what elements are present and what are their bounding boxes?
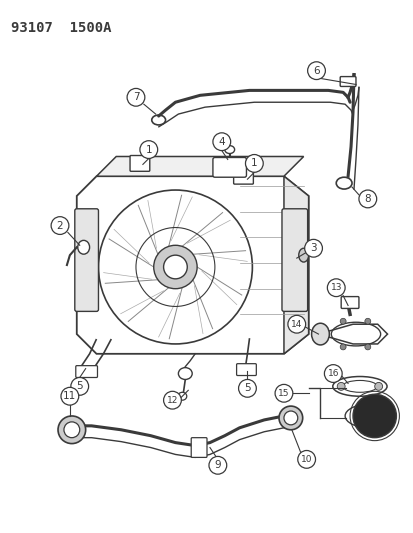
Circle shape [238, 379, 256, 397]
FancyBboxPatch shape [236, 364, 256, 376]
Circle shape [364, 318, 370, 324]
Text: 12: 12 [166, 395, 178, 405]
Circle shape [327, 279, 344, 296]
Ellipse shape [224, 146, 234, 154]
Text: 4: 4 [218, 136, 225, 147]
Polygon shape [76, 176, 308, 354]
Text: 93107  1500A: 93107 1500A [11, 21, 111, 35]
Circle shape [64, 422, 80, 438]
Circle shape [324, 365, 341, 382]
Text: 6: 6 [313, 66, 319, 76]
Circle shape [153, 245, 197, 289]
Circle shape [71, 377, 88, 395]
Text: 3: 3 [309, 243, 316, 253]
Polygon shape [318, 324, 387, 344]
Ellipse shape [78, 240, 89, 254]
Ellipse shape [342, 381, 376, 392]
Circle shape [297, 450, 315, 469]
Text: 15: 15 [278, 389, 289, 398]
Circle shape [287, 316, 305, 333]
Circle shape [278, 406, 302, 430]
Ellipse shape [178, 392, 186, 400]
Circle shape [352, 394, 396, 438]
FancyBboxPatch shape [233, 168, 253, 184]
Ellipse shape [152, 115, 165, 125]
Circle shape [209, 456, 226, 474]
FancyBboxPatch shape [340, 296, 358, 309]
FancyBboxPatch shape [76, 366, 97, 377]
Circle shape [51, 217, 69, 235]
Polygon shape [96, 157, 303, 176]
Ellipse shape [298, 248, 308, 262]
Text: 10: 10 [300, 455, 312, 464]
Text: 11: 11 [63, 391, 76, 401]
Ellipse shape [178, 368, 192, 379]
FancyBboxPatch shape [281, 209, 307, 311]
Circle shape [364, 344, 370, 350]
Text: 2: 2 [57, 221, 63, 231]
Circle shape [58, 416, 85, 443]
Ellipse shape [344, 404, 394, 428]
Polygon shape [283, 176, 308, 354]
Text: 5: 5 [76, 382, 83, 391]
FancyBboxPatch shape [130, 156, 150, 171]
Circle shape [127, 88, 145, 106]
Circle shape [283, 411, 297, 425]
Circle shape [212, 133, 230, 151]
Circle shape [339, 318, 345, 324]
Text: 5: 5 [244, 383, 250, 393]
Circle shape [98, 190, 252, 344]
Circle shape [163, 391, 181, 409]
Circle shape [140, 141, 157, 158]
FancyBboxPatch shape [75, 209, 98, 311]
Circle shape [337, 382, 344, 390]
Text: 13: 13 [330, 283, 341, 292]
Ellipse shape [332, 376, 386, 396]
Circle shape [339, 344, 345, 350]
Text: 16: 16 [327, 369, 338, 378]
FancyBboxPatch shape [339, 77, 355, 86]
Circle shape [245, 155, 263, 172]
Circle shape [358, 190, 376, 208]
Ellipse shape [335, 177, 351, 189]
FancyBboxPatch shape [191, 438, 206, 457]
Circle shape [304, 239, 322, 257]
Ellipse shape [311, 323, 328, 345]
Circle shape [374, 382, 382, 390]
Text: 1: 1 [145, 144, 152, 155]
Circle shape [61, 387, 78, 405]
Text: 1: 1 [250, 158, 257, 168]
Circle shape [163, 255, 187, 279]
FancyBboxPatch shape [212, 157, 246, 177]
Circle shape [274, 384, 292, 402]
Text: 9: 9 [214, 461, 221, 470]
Text: 14: 14 [290, 320, 302, 329]
Text: 8: 8 [363, 194, 370, 204]
Circle shape [307, 62, 325, 79]
Text: 7: 7 [132, 92, 139, 102]
